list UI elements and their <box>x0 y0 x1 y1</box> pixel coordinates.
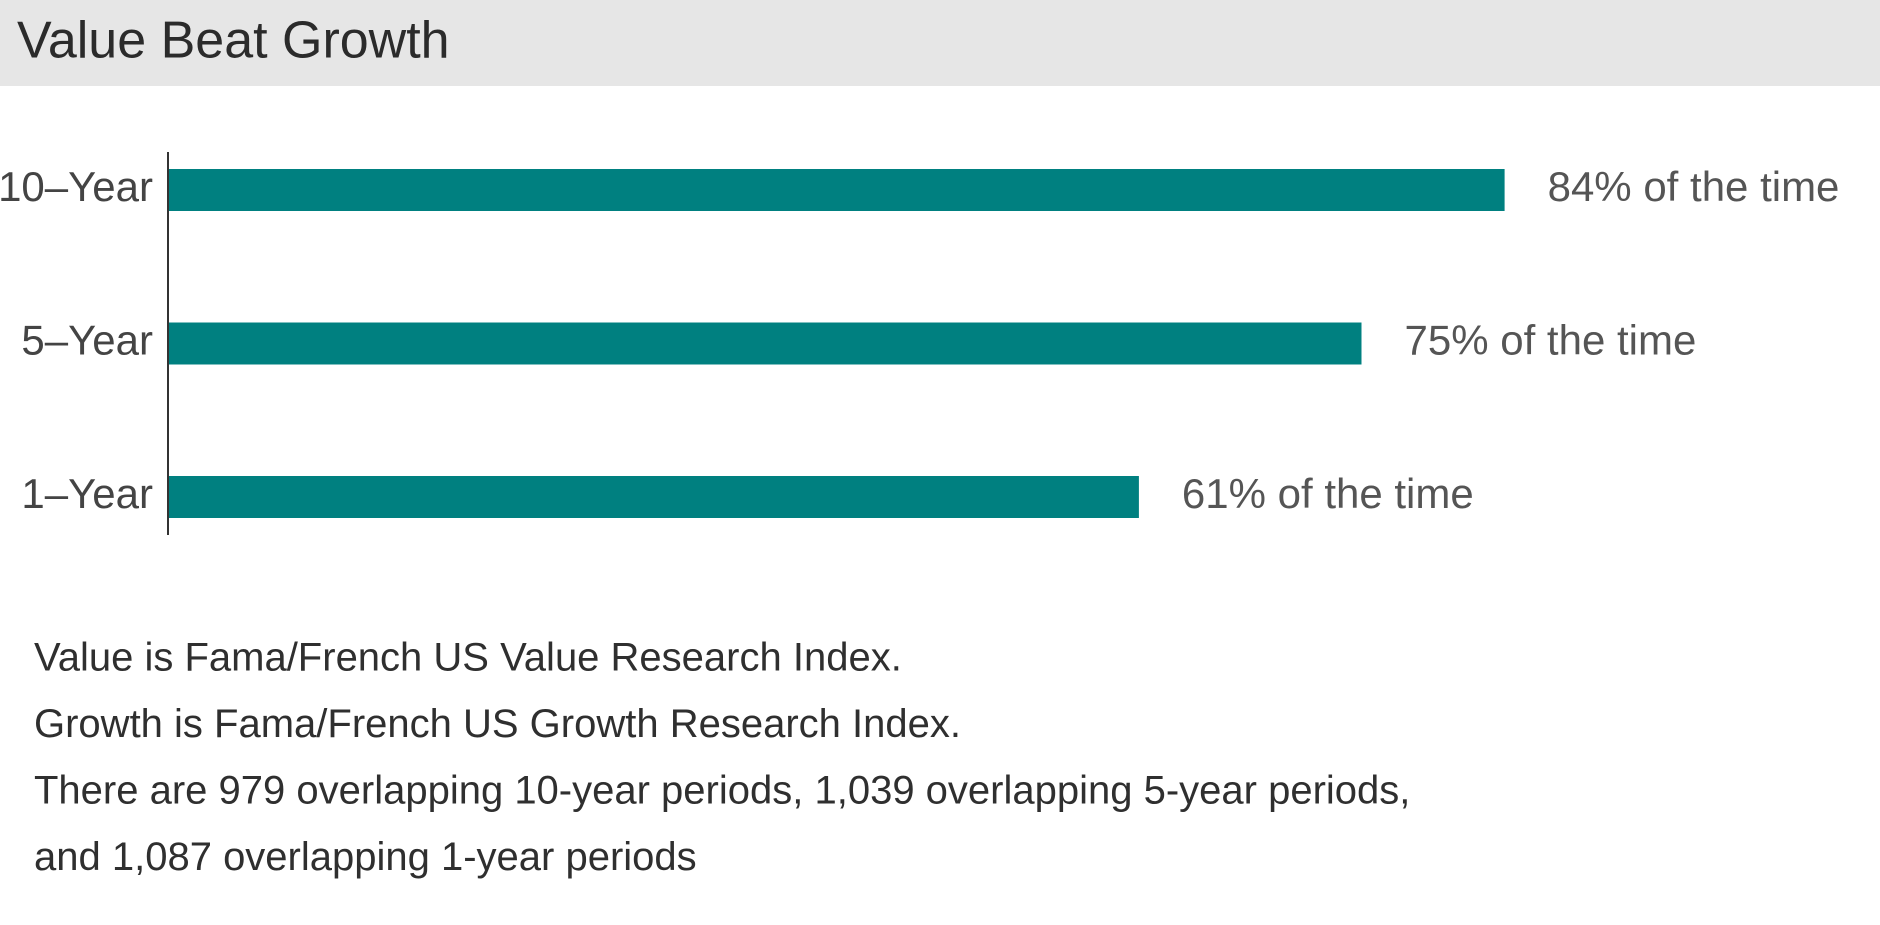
category-label: 10–Year <box>0 163 153 210</box>
note: Value is Fama/French US Value Research I… <box>34 636 902 680</box>
category-label: 1–Year <box>21 470 153 517</box>
chart-title: Value Beat Growth <box>17 12 450 70</box>
note: and 1,087 overlapping 1-year periods <box>34 835 697 879</box>
category-label: 5–Year <box>21 317 153 364</box>
value-label: 61% of the time <box>1182 470 1474 517</box>
header-band <box>0 0 1880 86</box>
value-label: 75% of the time <box>1405 317 1697 364</box>
value-label: 84% of the time <box>1548 163 1840 210</box>
note: There are 979 overlapping 10-year period… <box>34 769 1410 813</box>
bar <box>169 322 1362 365</box>
bar <box>169 476 1139 518</box>
bar <box>169 169 1505 211</box>
note: Growth is Fama/French US Growth Research… <box>34 702 961 746</box>
